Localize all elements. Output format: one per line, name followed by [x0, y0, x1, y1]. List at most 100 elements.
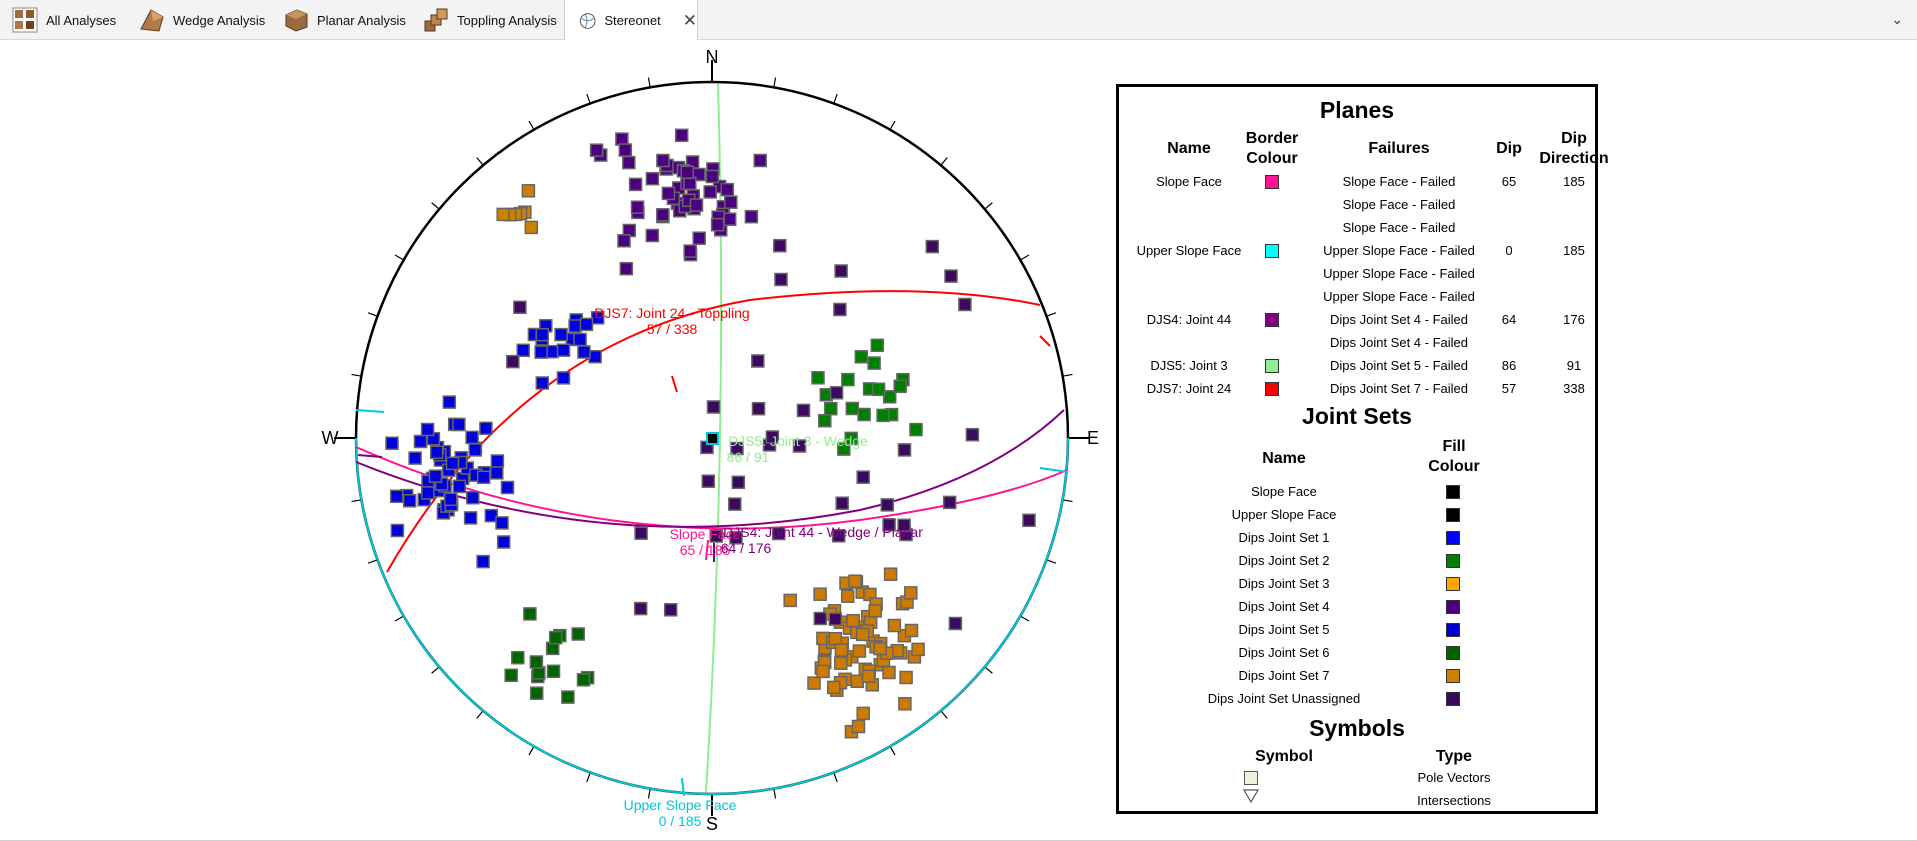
- pole-vector-marker: [476, 470, 491, 485]
- tab-label: Stereonet: [604, 13, 661, 28]
- compass-e: E: [1087, 428, 1099, 448]
- pole-vector-marker: [925, 239, 940, 254]
- plane-failure: Dips Joint Set 4 - Failed: [1329, 312, 1468, 327]
- pole-vector-marker: [771, 526, 786, 541]
- pole-vector-marker: [751, 401, 766, 416]
- plane-dip-direction: 176: [1563, 312, 1585, 327]
- plane-border-colour-swatch: [1265, 359, 1279, 373]
- pole-vector-marker: [844, 431, 858, 446]
- joint-set-name: Dips Joint Set 1: [1238, 530, 1330, 545]
- pole-vector-marker: [680, 165, 695, 180]
- joint-set-fill-colour-swatch: [1446, 646, 1460, 660]
- tick-mark: [647, 77, 651, 88]
- tab-toppling-analysis[interactable]: Toppling Analysis: [423, 0, 557, 40]
- pole-vector-marker: [729, 531, 743, 545]
- pole-vector-marker: [656, 153, 670, 168]
- pole-vector-marker: [948, 616, 963, 631]
- plane-failure: Slope Face - Failed: [1342, 220, 1456, 235]
- pole-vector-marker: [479, 421, 493, 436]
- upper-slope-face-great-circle: [355, 437, 1069, 795]
- compass-s: S: [706, 814, 718, 834]
- pole-vector-marker: [663, 603, 678, 617]
- pole-vector-marker: [870, 338, 885, 353]
- tick-mark: [431, 202, 440, 210]
- plane-name: DJS4: Joint 44: [1146, 312, 1232, 327]
- pole-vector-marker: [500, 480, 515, 495]
- chevron-down-icon[interactable]: ⌄: [1891, 11, 1903, 27]
- pole-vector-marker: [577, 345, 591, 359]
- symbol-type-pole-vectors: Pole Vectors: [1417, 770, 1491, 785]
- joint-set-name: Dips Joint Set 5: [1238, 622, 1330, 637]
- pole-vector-marker: [880, 498, 895, 512]
- pole-vector-marker: [588, 349, 602, 364]
- pole-vector-marker: [882, 390, 897, 404]
- legend-panel: Planes Name Border Colour Failures Dip D…: [1116, 84, 1609, 814]
- plane-name: Slope Face: [1156, 174, 1222, 189]
- pole-vector-marker: [846, 613, 860, 628]
- pole-vector-marker: [619, 261, 634, 276]
- plane-name: DJS5: Joint 3: [1150, 358, 1228, 373]
- close-icon[interactable]: ✕: [682, 10, 697, 30]
- joint-set-fill-colour-swatch: [1446, 531, 1460, 545]
- pole-vector-marker: [571, 627, 585, 641]
- pole-vector-marker: [389, 489, 404, 504]
- pole-vector-marker: [856, 706, 870, 721]
- pole-vector-marker: [811, 371, 825, 385]
- joint-set-fill-colour-swatch: [1446, 508, 1460, 522]
- pole-vector-marker: [942, 495, 957, 510]
- pole-vector-marker: [689, 198, 704, 212]
- tab-planar-analysis[interactable]: Planar Analysis: [283, 0, 406, 40]
- tick-mark: [394, 615, 404, 622]
- pole-vector-marker: [420, 422, 435, 437]
- pole-vector-marker: [484, 508, 499, 523]
- tab-label: Wedge Analysis: [173, 12, 266, 28]
- joint-set-fill-colour-swatch: [1446, 692, 1460, 706]
- pole-vector-marker: [855, 627, 870, 642]
- pole-vector-marker: [867, 356, 881, 370]
- pole-vector-marker: [840, 589, 855, 603]
- stereonet-plot[interactable]: N S E W DJS7: Joint 24 - Toppling 57 / 3…: [0, 40, 1110, 840]
- planes-title: Planes: [1319, 97, 1395, 123]
- pole-vector-marker: [868, 604, 882, 618]
- tick-mark: [833, 93, 838, 104]
- pole-vector-marker: [897, 518, 911, 533]
- pole-vector-marker: [554, 327, 568, 342]
- pole-vector-marker: [861, 669, 876, 683]
- plane-failure: Upper Slope Face - Failed: [1323, 289, 1475, 304]
- pole-vector-marker: [495, 516, 509, 530]
- djs4-label-orient: 64 / 176: [721, 540, 772, 556]
- joint-sets-header-name: Name: [1262, 450, 1306, 467]
- pole-vector-marker: [429, 445, 444, 460]
- pole-vector-marker: [773, 238, 787, 253]
- tick-mark: [1020, 254, 1030, 261]
- tab-stereonet[interactable]: Stereonet ✕: [564, 0, 698, 41]
- pole-vector-marker: [852, 644, 867, 658]
- pole-vector-marker: [452, 479, 467, 494]
- planes-header-dip: Dip: [1496, 140, 1522, 157]
- pole-vector-marker: [535, 376, 550, 390]
- plane-dip-direction: 91: [1566, 358, 1582, 373]
- pole-vector-marker: [561, 690, 575, 704]
- tick-mark: [833, 772, 838, 783]
- pole-vector-marker: [496, 535, 511, 549]
- joint-sets-title: Joint Sets: [1302, 403, 1412, 429]
- pole-vector-marker: [385, 436, 399, 450]
- pole-vector-marker: [421, 486, 435, 500]
- tab-label: Planar Analysis: [317, 12, 406, 28]
- pole-vector-marker: [857, 407, 871, 422]
- pole-vector-marker: [899, 670, 913, 685]
- pole-vector-marker: [835, 496, 849, 510]
- plane-border-colour-swatch: [1265, 313, 1279, 327]
- tab-wedge-analysis[interactable]: Wedge Analysis: [139, 0, 265, 40]
- tab-all-analyses[interactable]: All Analyses: [12, 0, 116, 40]
- joint-set-fill-colour-swatch: [1446, 669, 1460, 683]
- plane-failure: Upper Slope Face - Failed: [1323, 266, 1475, 281]
- pole-vector-marker: [634, 526, 648, 540]
- joint-set-name: Dips Joint Set 7: [1238, 668, 1330, 683]
- tick-mark: [889, 746, 896, 756]
- symbols-title: Symbols: [1309, 715, 1405, 741]
- pole-vector-marker: [465, 430, 479, 445]
- pole-vector-marker: [856, 470, 870, 484]
- plane-failure: Dips Joint Set 7 - Failed: [1329, 381, 1468, 396]
- pole-vector-marker: [628, 177, 643, 192]
